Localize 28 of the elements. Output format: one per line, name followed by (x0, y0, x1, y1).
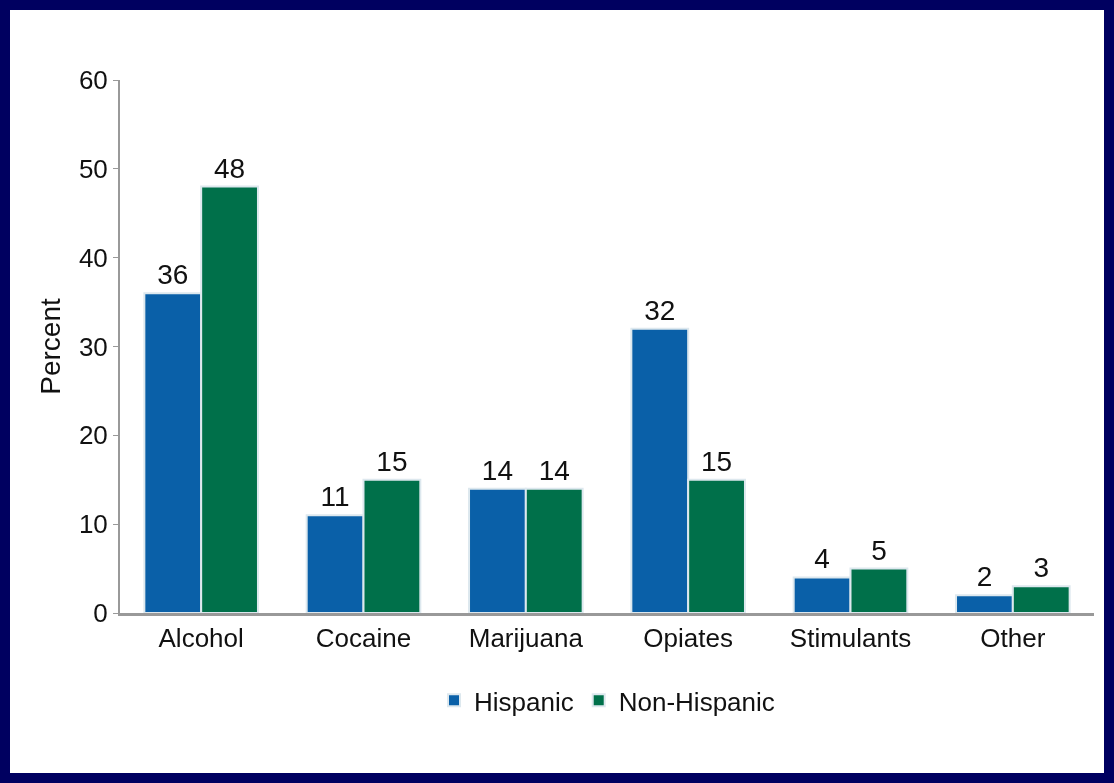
data-label: 15 (376, 445, 408, 477)
x-tick-label: Marijuana (468, 623, 584, 654)
data-label: 11 (320, 481, 350, 513)
y-tick-label: 0 (93, 598, 108, 629)
y-tick-label: 60 (78, 65, 108, 96)
y-axis-title: Percent (35, 298, 67, 395)
data-label: 3 (1033, 552, 1050, 584)
x-tick-label: Cocaine (315, 623, 412, 654)
legend-label: Non-Hispanic (618, 686, 775, 717)
x-tick-label: Other (980, 623, 1046, 654)
data-label: 36 (157, 259, 189, 291)
y-tick-label: 30 (78, 331, 108, 362)
x-tick-label: Alcohol (158, 623, 244, 654)
y-tick-label: 40 (78, 242, 108, 273)
data-label: 2 (976, 561, 993, 593)
data-label: 14 (481, 454, 513, 486)
data-label: 48 (214, 152, 246, 184)
y-tick-label: 20 (78, 420, 108, 451)
data-label: 15 (701, 445, 733, 477)
y-tick-label: 50 (78, 153, 108, 184)
data-label: 5 (871, 534, 887, 566)
data-label: 4 (814, 543, 830, 575)
legend-label: Hispanic (474, 686, 574, 717)
data-label: 14 (538, 454, 570, 486)
x-tick-label: Opiates (643, 623, 733, 654)
x-tick-label: Stimulants (789, 623, 912, 654)
data-label: 32 (644, 294, 676, 326)
y-tick-label: 10 (78, 509, 108, 540)
